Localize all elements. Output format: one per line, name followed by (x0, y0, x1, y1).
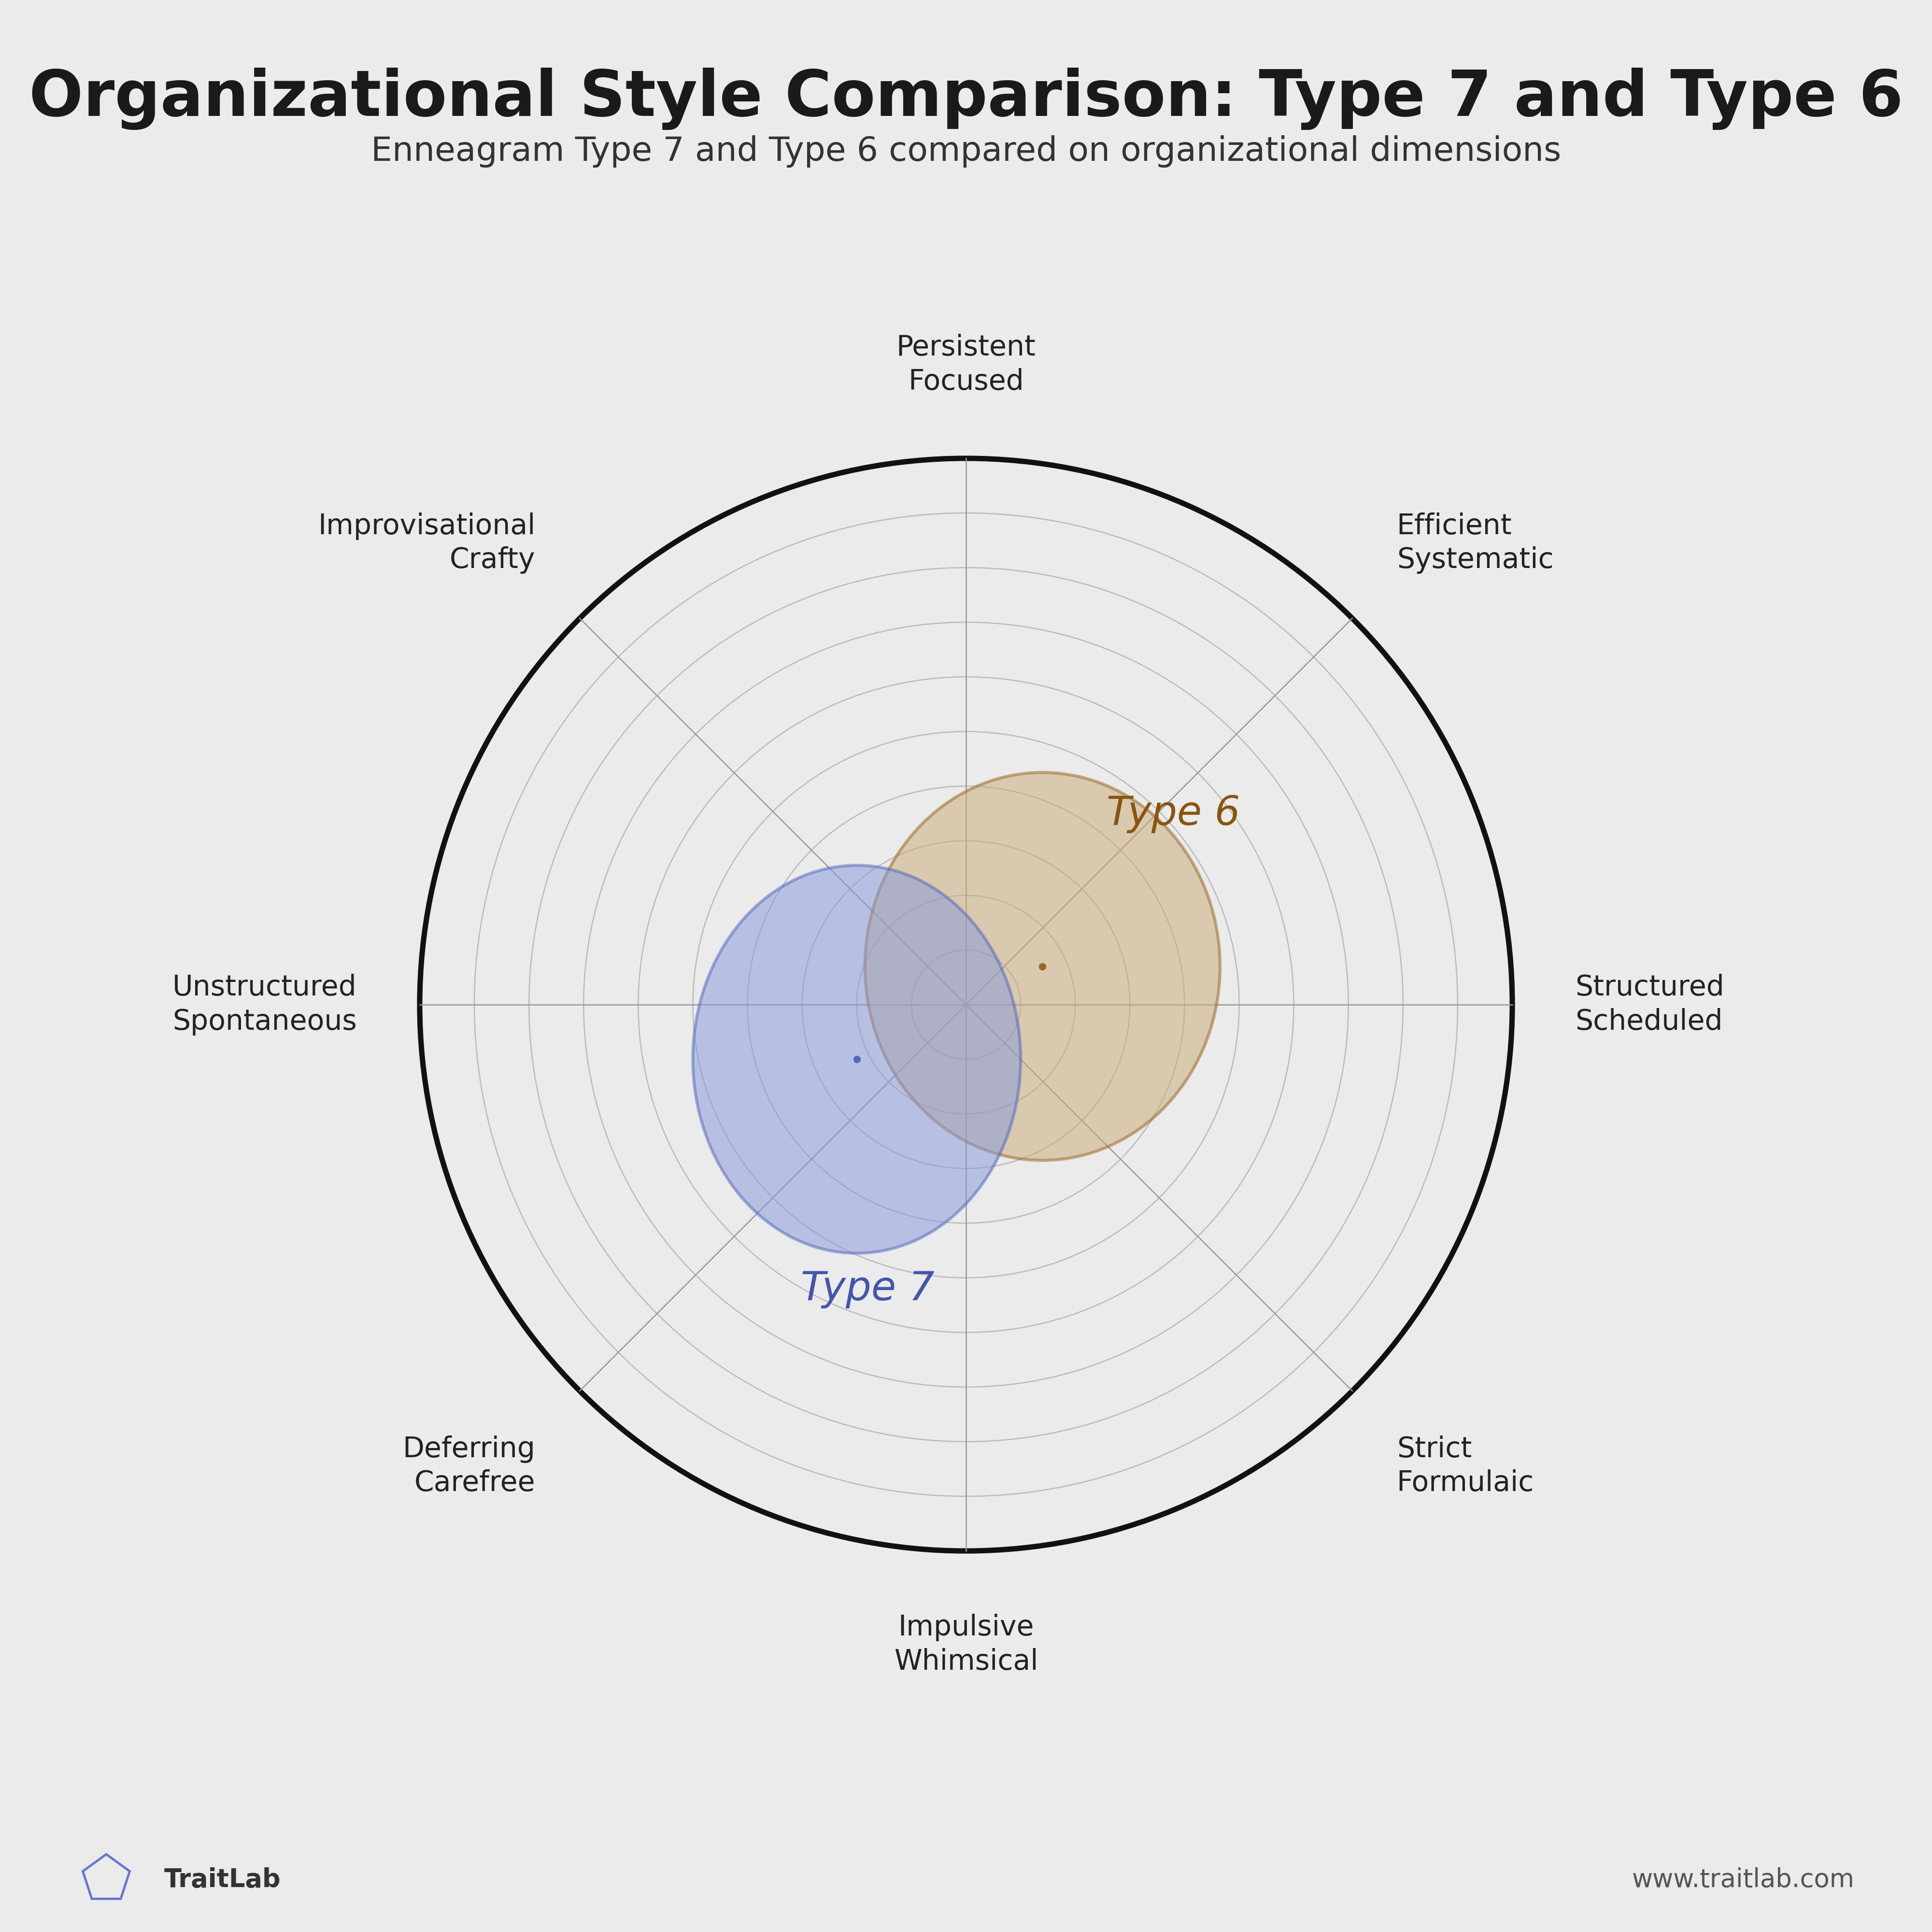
Text: Type 6: Type 6 (1107, 794, 1240, 833)
Text: Type 7: Type 7 (802, 1269, 935, 1308)
Text: Strict
Formulaic: Strict Formulaic (1397, 1435, 1534, 1497)
Text: Structured
Scheduled: Structured Scheduled (1575, 974, 1723, 1036)
Text: TraitLab: TraitLab (164, 1866, 280, 1893)
Ellipse shape (694, 866, 1020, 1254)
Text: Persistent
Focused: Persistent Focused (896, 334, 1036, 396)
Text: www.traitlab.com: www.traitlab.com (1633, 1866, 1855, 1893)
Text: Deferring
Carefree: Deferring Carefree (402, 1435, 535, 1497)
Text: Efficient
Systematic: Efficient Systematic (1397, 512, 1553, 574)
Text: Impulsive
Whimsical: Impulsive Whimsical (895, 1613, 1037, 1675)
Text: Improvisational
Crafty: Improvisational Crafty (317, 512, 535, 574)
Text: Organizational Style Comparison: Type 7 and Type 6: Organizational Style Comparison: Type 7 … (29, 68, 1903, 129)
Text: Unstructured
Spontaneous: Unstructured Spontaneous (172, 974, 357, 1036)
Ellipse shape (866, 773, 1219, 1161)
Text: Enneagram Type 7 and Type 6 compared on organizational dimensions: Enneagram Type 7 and Type 6 compared on … (371, 135, 1561, 168)
